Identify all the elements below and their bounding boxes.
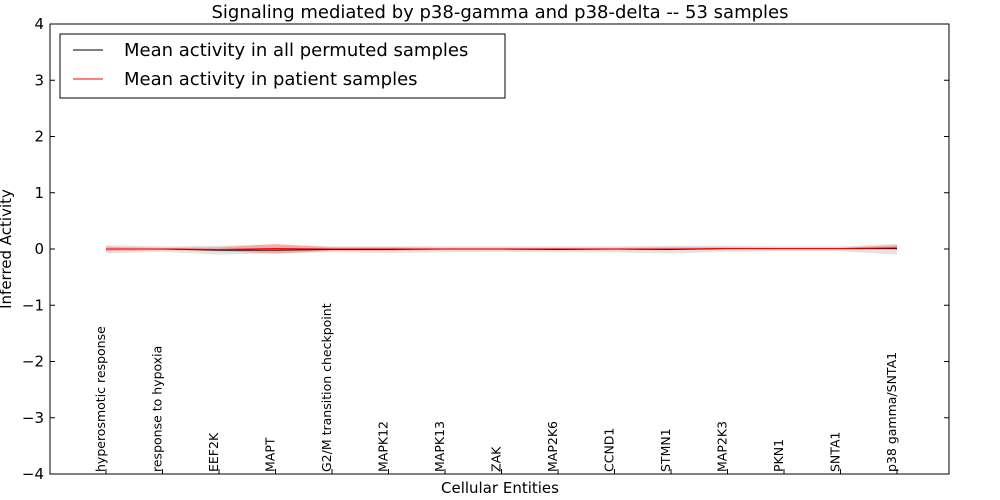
category-label: STMN1 (658, 428, 673, 472)
y-tick-label: 1 (34, 184, 44, 202)
y-tick-label: 0 (34, 240, 44, 258)
y-axis-title: Inferred Activity (0, 189, 15, 309)
category-label: ZAK (489, 446, 504, 472)
y-tick-label: 4 (34, 15, 44, 33)
category-label: MAPK12 (376, 421, 391, 472)
category-label: MAP2K6 (545, 421, 560, 472)
category-label: SNTA1 (828, 432, 843, 472)
y-tick-label: −1 (22, 296, 44, 314)
category-label: hyperosmotic response (93, 326, 108, 472)
category-label: G2/M transition checkpoint (319, 303, 334, 472)
series-line-patient (106, 247, 898, 251)
y-tick-label: 2 (34, 128, 44, 146)
category-label: p38 gamma/SNTA1 (884, 352, 899, 472)
y-tick-label: 3 (34, 71, 44, 89)
category-label: response to hypoxia (150, 346, 165, 472)
category-label: MAPT (263, 437, 278, 472)
category-label: MAPK13 (432, 421, 447, 472)
category-label: EEF2K (206, 432, 221, 472)
legend-label-permuted: Mean activity in all permuted samples (124, 40, 468, 61)
legend: Mean activity in all permuted samples Me… (59, 33, 506, 99)
y-tick-label: −3 (22, 409, 44, 427)
y-tick-label: −4 (22, 465, 44, 483)
x-axis-title: Cellular Entities (441, 479, 559, 497)
legend-box (59, 33, 506, 99)
legend-label-patient: Mean activity in patient samples (124, 69, 418, 90)
category-label: MAP2K3 (715, 421, 730, 472)
category-label: PKN1 (771, 439, 786, 472)
chart-title: Signaling mediated by p38-gamma and p38-… (212, 2, 789, 23)
category-label: CCND1 (602, 428, 617, 472)
y-tick-label: −2 (22, 353, 44, 371)
